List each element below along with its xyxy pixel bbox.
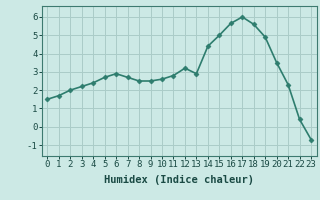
- X-axis label: Humidex (Indice chaleur): Humidex (Indice chaleur): [104, 175, 254, 185]
